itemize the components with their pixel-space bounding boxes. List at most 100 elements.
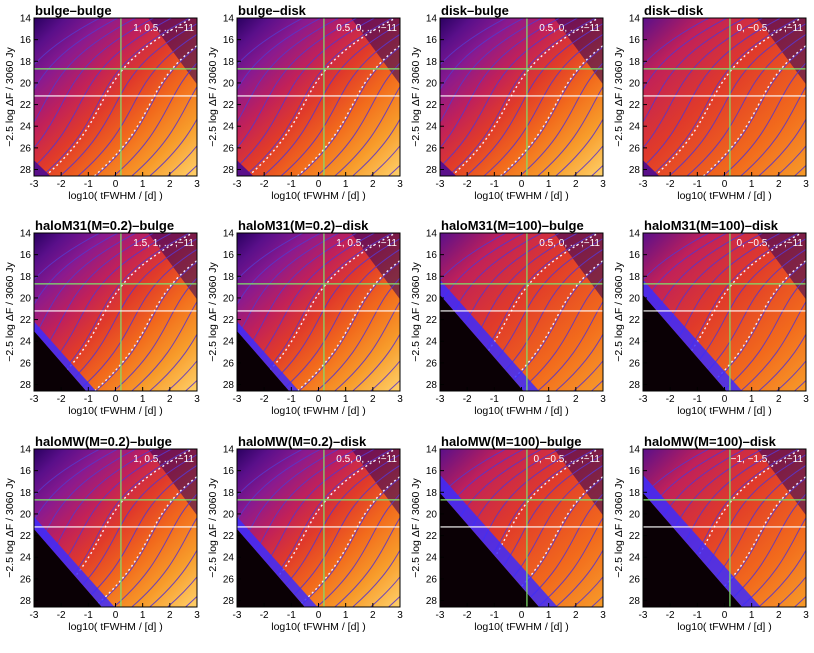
panel-title: bulge–disk — [238, 3, 307, 18]
y-tick-label: 28 — [629, 596, 641, 607]
x-tick-label: 3 — [397, 610, 403, 621]
x-axis-label: log10( tFWHM / [d] ) — [271, 621, 366, 633]
panel-levels: 0, −0.5, ... ,−11 — [736, 238, 803, 249]
x-tick-label: 1 — [546, 394, 552, 405]
y-tick-label: 24 — [426, 337, 438, 348]
x-tick-label: 3 — [600, 394, 606, 405]
x-axis-label: log10( tFWHM / [d] ) — [474, 190, 569, 202]
y-tick-label: 18 — [20, 57, 32, 68]
y-tick-label: 24 — [223, 553, 235, 564]
x-tick-label: 3 — [803, 610, 809, 621]
x-axis-label: log10( tFWHM / [d] ) — [474, 405, 569, 417]
x-tick-label: -3 — [639, 394, 648, 405]
panel-title: haloMW(M=100)–disk — [644, 434, 777, 449]
panel-levels: −1, −1.5, ... ,−11 — [731, 454, 804, 465]
panel-title: haloMW(M=0.2)–disk — [238, 434, 367, 449]
x-tick-label: 1 — [343, 179, 349, 190]
y-tick-label: 14 — [20, 229, 32, 240]
x-tick-label: -1 — [84, 179, 93, 190]
y-tick-label: 20 — [20, 293, 32, 304]
y-axis-label: −2.5 log ΔF / 3060 Jy — [4, 261, 16, 361]
x-tick-label: 2 — [776, 610, 782, 621]
panel-levels: 1.5, 1, ... ,−11 — [133, 238, 194, 249]
y-tick-label: 14 — [20, 14, 32, 25]
y-tick-label: 14 — [223, 445, 235, 456]
x-tick-label: -3 — [30, 394, 39, 405]
y-tick-label: 16 — [629, 35, 641, 46]
y-tick-label: 22 — [629, 531, 641, 542]
y-tick-label: 24 — [20, 553, 32, 564]
x-tick-label: 0 — [722, 394, 728, 405]
x-tick-label: 0 — [519, 610, 525, 621]
y-tick-label: 16 — [20, 466, 32, 477]
y-tick-label: 28 — [223, 596, 235, 607]
y-tick-label: 20 — [20, 78, 32, 89]
y-axis-label: −2.5 log ΔF / 3060 Jy — [207, 477, 219, 577]
panel-levels: 0, −0.5, ... ,−11 — [736, 23, 803, 34]
x-tick-label: 1 — [343, 394, 349, 405]
y-tick-label: 20 — [629, 293, 641, 304]
x-tick-label: -2 — [57, 179, 66, 190]
x-axis-label: log10( tFWHM / [d] ) — [677, 621, 772, 633]
x-tick-label: 1 — [749, 610, 755, 621]
x-axis-label: log10( tFWHM / [d] ) — [68, 190, 163, 202]
x-axis-label: log10( tFWHM / [d] ) — [474, 621, 569, 633]
y-tick-label: 20 — [223, 509, 235, 520]
y-tick-label: 22 — [20, 531, 32, 542]
panel-title: haloMW(M=0.2)–bulge — [35, 434, 172, 449]
x-tick-label: 1 — [140, 179, 146, 190]
x-tick-label: -2 — [463, 179, 472, 190]
panel-levels: 1, 0.5, ... ,−11 — [133, 454, 194, 465]
x-axis-label: log10( tFWHM / [d] ) — [271, 405, 366, 417]
x-tick-label: 2 — [167, 394, 173, 405]
y-tick-label: 20 — [426, 293, 438, 304]
x-tick-label: -1 — [84, 394, 93, 405]
x-tick-label: -1 — [287, 394, 296, 405]
y-tick-label: 26 — [20, 574, 32, 585]
x-tick-label: -1 — [287, 179, 296, 190]
y-tick-label: 16 — [223, 35, 235, 46]
y-tick-label: 18 — [426, 57, 438, 68]
y-tick-label: 18 — [426, 272, 438, 283]
panel-title: bulge–bulge — [35, 3, 112, 18]
x-tick-label: 3 — [600, 179, 606, 190]
x-tick-label: 2 — [776, 394, 782, 405]
panel-levels: 0.5, 0, ... ,−11 — [336, 454, 397, 465]
panel-levels: 0.5, 0, ... ,−11 — [336, 23, 397, 34]
x-tick-label: 0 — [316, 394, 322, 405]
x-tick-label: 1 — [749, 394, 755, 405]
panel-title: disk–disk — [644, 3, 704, 18]
y-tick-label: 16 — [223, 466, 235, 477]
y-axis-label: −2.5 log ΔF / 3060 Jy — [613, 261, 625, 361]
x-tick-label: 3 — [803, 179, 809, 190]
x-tick-label: 2 — [167, 610, 173, 621]
y-tick-label: 28 — [426, 165, 438, 176]
x-tick-label: 0 — [519, 394, 525, 405]
y-tick-label: 16 — [426, 35, 438, 46]
x-tick-label: -2 — [463, 610, 472, 621]
y-tick-label: 24 — [629, 553, 641, 564]
x-tick-label: 0 — [316, 179, 322, 190]
x-tick-label: 1 — [546, 610, 552, 621]
x-tick-label: -1 — [490, 179, 499, 190]
panel-title: disk–bulge — [441, 3, 509, 18]
x-tick-label: -3 — [233, 179, 242, 190]
y-tick-label: 24 — [629, 122, 641, 133]
y-axis-label: −2.5 log ΔF / 3060 Jy — [4, 46, 16, 146]
y-tick-label: 28 — [223, 380, 235, 391]
panel-title: haloMW(M=100)–bulge — [441, 434, 582, 449]
y-axis-label: −2.5 log ΔF / 3060 Jy — [613, 477, 625, 577]
panel-levels: 1, 0.5, ... ,−11 — [133, 23, 194, 34]
x-tick-label: 3 — [397, 394, 403, 405]
x-tick-label: -2 — [463, 394, 472, 405]
y-tick-label: 26 — [426, 143, 438, 154]
y-tick-label: 18 — [20, 272, 32, 283]
x-tick-label: -1 — [693, 394, 702, 405]
x-tick-label: 0 — [316, 610, 322, 621]
x-tick-label: 3 — [803, 394, 809, 405]
y-tick-label: 24 — [426, 122, 438, 133]
x-tick-label: 0 — [722, 610, 728, 621]
x-tick-label: -3 — [639, 179, 648, 190]
x-tick-label: -3 — [436, 394, 445, 405]
y-axis-label: −2.5 log ΔF / 3060 Jy — [4, 477, 16, 577]
